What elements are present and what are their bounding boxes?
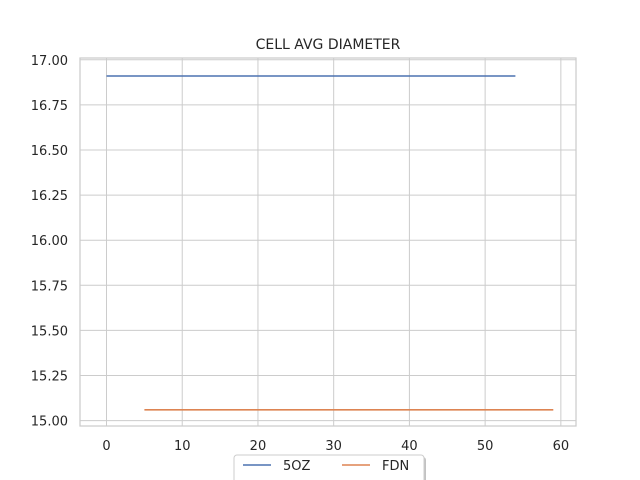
- y-tick-label: 17.00: [31, 54, 68, 69]
- y-axis: 15.00 15.25 15.50 15.75 16.00 16.25 16.50 16.75…: [31, 54, 68, 430]
- legend-label: FDN: [382, 459, 409, 474]
- plot-area-border: [79, 57, 577, 427]
- x-axis: 0 10 20 30 40 50 60: [102, 439, 569, 454]
- series-lines: [106, 75, 554, 411]
- legend-label: 5OZ: [283, 459, 311, 474]
- x-tick-label: 50: [477, 439, 494, 454]
- x-tick-label: 0: [102, 439, 110, 454]
- y-tick-label: 16.50: [31, 144, 68, 159]
- legend-box: [233, 454, 425, 480]
- x-tick-label: 10: [174, 439, 191, 454]
- y-tick-label: 15.25: [31, 369, 68, 384]
- y-tick-label: 16.00: [31, 234, 68, 249]
- y-tick-label: 15.00: [31, 415, 68, 430]
- y-tick-label: 15.75: [31, 279, 68, 294]
- y-tick-label: 16.25: [31, 189, 68, 204]
- x-tick-label: 20: [250, 439, 267, 454]
- legend: 5OZ FDN: [233, 454, 426, 480]
- chart-title: CELL AVG DIAMETER: [256, 37, 401, 53]
- x-tick-label: 60: [553, 439, 570, 454]
- grid: [80, 58, 576, 426]
- y-tick-label: 16.75: [31, 99, 68, 114]
- x-tick-label: 40: [401, 439, 418, 454]
- y-tick-label: 15.50: [31, 324, 68, 339]
- x-tick-label: 30: [325, 439, 342, 454]
